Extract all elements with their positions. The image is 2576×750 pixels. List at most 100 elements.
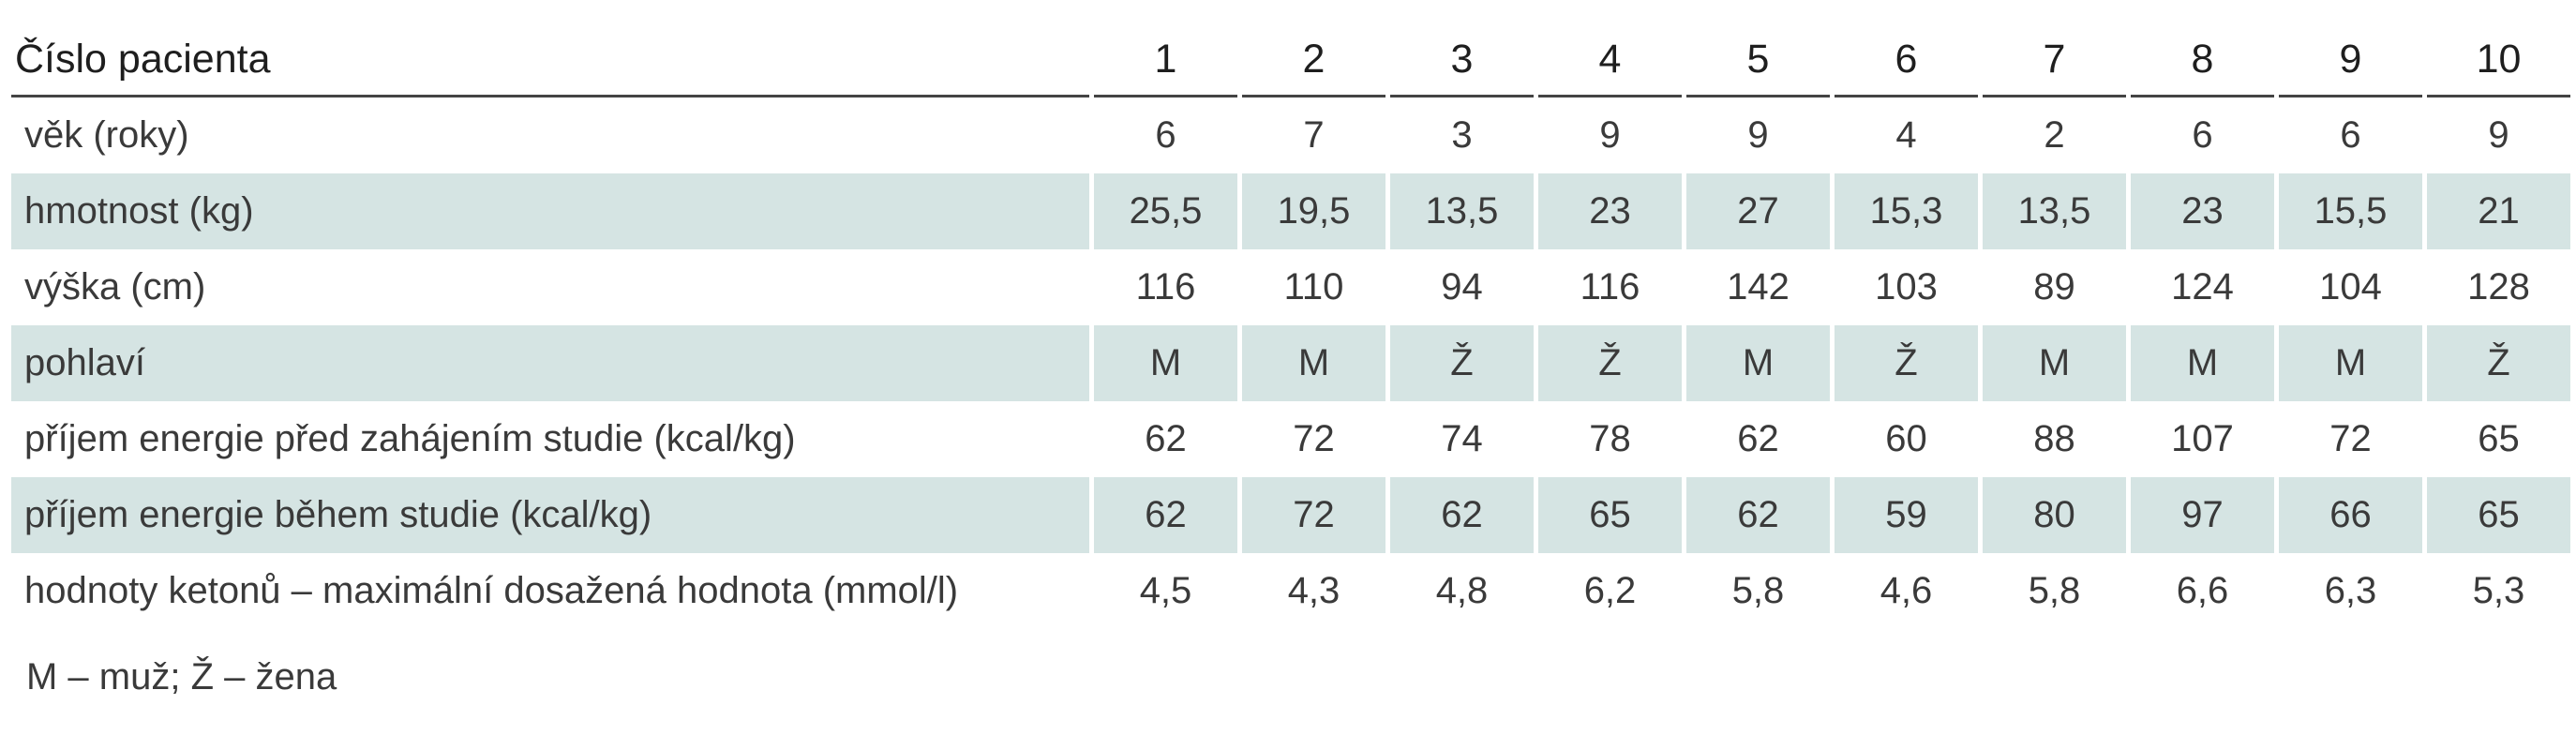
row-label: pohlaví [11,325,1089,401]
header-patient-number: 9 [2279,24,2422,98]
table-cell: M [2279,325,2422,401]
table-cell: 13,5 [1983,173,2126,249]
table-cell: 23 [1538,173,1682,249]
header-patient-number: 4 [1538,24,1682,98]
footnote: M – muž; Ž – žena [26,656,337,698]
header-patient-number: 2 [1242,24,1385,98]
header-patient-number: 7 [1983,24,2126,98]
table-cell: 97 [2131,477,2274,553]
table-cell: 6 [2340,114,2361,156]
table-cell: 3 [1451,114,1473,156]
table-cell: 65 [1538,477,1682,553]
table-cell: 6 [2192,114,2213,156]
row-label: hodnoty ketonů – maximální dosažená hodn… [24,570,959,611]
table-cell: 4,5 [1139,570,1192,611]
table-cell: 9 [1599,114,1621,156]
table-cell: 74 [1441,418,1483,459]
table-cell: 94 [1441,266,1483,308]
table-cell: 65 [2478,418,2520,459]
table-cell: 6,2 [1583,570,1637,611]
table-body: věk (roky) 6 7 3 9 9 4 2 6 6 9 hmotnost (kg) 25,5 19,… [11,98,2570,629]
header-patient-number: 10 [2427,24,2570,98]
table-cell: 104 [2319,266,2382,308]
patient-table: Číslo pacienta 1 2 3 4 5 6 7 8 9 10 věk … [7,24,2575,629]
table-cell: 6,3 [2324,570,2377,611]
patient-table-container: Číslo pacienta 1 2 3 4 5 6 7 8 9 10 věk … [11,24,2570,629]
table-cell: 128 [2467,266,2530,308]
table-cell: 66 [2279,477,2422,553]
table-cell: 89 [2033,266,2075,308]
table-cell: 4,8 [1435,570,1489,611]
header-patient-number: 8 [2131,24,2274,98]
table-cell: 23 [2131,173,2274,249]
table-cell: 116 [1580,266,1640,308]
table-cell: 107 [2171,418,2234,459]
table-cell: 62 [1737,418,1779,459]
table-cell: 6,6 [2176,570,2229,611]
table-cell: 15,3 [1835,173,1978,249]
table-cell: 6 [1155,114,1176,156]
table-cell: 78 [1589,418,1631,459]
table-cell: 25,5 [1094,173,1237,249]
table-row: příjem energie během studie (kcal/kg) 62 7… [11,477,2570,553]
row-label: výška (cm) [24,266,206,308]
table-cell: 116 [1135,266,1196,308]
table-cell: 9 [2488,114,2509,156]
table-cell: Ž [1390,325,1534,401]
header-patient-number: 1 [1094,24,1237,98]
table-cell: M [2131,325,2274,401]
table-row: pohlaví M M Ž Ž M Ž M M M Ž [11,325,2570,401]
table-cell: 60 [1885,418,1927,459]
table-row: hmotnost (kg) 25,5 19,5 13,5 23 27 15,3 13,5 23 1… [11,173,2570,249]
table-cell: Ž [1538,325,1682,401]
table-cell: 19,5 [1242,173,1385,249]
table-cell: 80 [1983,477,2126,553]
table-cell: 110 [1283,266,1344,308]
table-cell: 124 [2171,266,2234,308]
table-cell: 5,3 [2472,570,2525,611]
header-label: Číslo pacienta [11,24,1089,98]
table-cell: 21 [2427,173,2570,249]
table-cell: M [1094,325,1237,401]
table-row: hodnoty ketonů – maximální dosažená hodn… [11,553,2570,629]
table-cell: 72 [1293,418,1335,459]
header-patient-number: 6 [1835,24,1978,98]
table-cell: 62 [1145,418,1187,459]
table-row: výška (cm) 116 110 94 116 142 103 89 124 104 128 [11,249,2570,325]
table-cell: M [1686,325,1830,401]
row-label: hmotnost (kg) [11,173,1089,249]
row-label: věk (roky) [24,114,189,156]
table-cell: 7 [1303,114,1325,156]
table-cell: 15,5 [2279,173,2422,249]
table-cell: 2 [2044,114,2065,156]
table-cell: 72 [2329,418,2372,459]
table-row: příjem energie před zahájením studie (kc… [11,401,2570,477]
header-patient-number: 3 [1390,24,1534,98]
table-cell: 62 [1094,477,1237,553]
table-cell: M [1983,325,2126,401]
table-cell: 59 [1835,477,1978,553]
header-patient-number: 5 [1686,24,1830,98]
table-cell: 27 [1686,173,1830,249]
table-header-row: Číslo pacienta 1 2 3 4 5 6 7 8 9 10 [11,24,2570,98]
table-cell: 142 [1727,266,1790,308]
row-label: příjem energie před zahájením studie (kc… [24,418,796,459]
table-cell: 5,8 [1731,570,1785,611]
table-cell: 88 [2033,418,2075,459]
table-cell: M [1242,325,1385,401]
table-cell: 4,3 [1287,570,1340,611]
table-cell: 13,5 [1390,173,1534,249]
table-row: věk (roky) 6 7 3 9 9 4 2 6 6 9 [11,98,2570,173]
table-cell: Ž [2427,325,2570,401]
table-cell: 4,6 [1880,570,1933,611]
table-cell: Ž [1835,325,1978,401]
table-cell: 72 [1242,477,1385,553]
table-cell: 103 [1875,266,1938,308]
table-cell: 62 [1686,477,1830,553]
table-cell: 62 [1390,477,1534,553]
table-cell: 4 [1895,114,1917,156]
table-cell: 5,8 [2028,570,2081,611]
table-cell: 65 [2427,477,2570,553]
row-label: příjem energie během studie (kcal/kg) [11,477,1089,553]
table-cell: 9 [1747,114,1769,156]
